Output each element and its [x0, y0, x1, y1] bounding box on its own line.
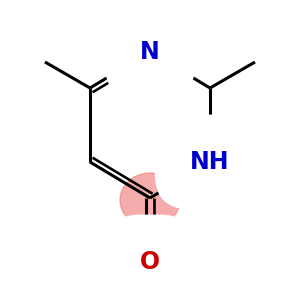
- Ellipse shape: [120, 173, 180, 227]
- Text: NH: NH: [190, 150, 230, 174]
- Text: O: O: [140, 250, 160, 274]
- Ellipse shape: [178, 137, 242, 187]
- Text: N: N: [140, 40, 160, 64]
